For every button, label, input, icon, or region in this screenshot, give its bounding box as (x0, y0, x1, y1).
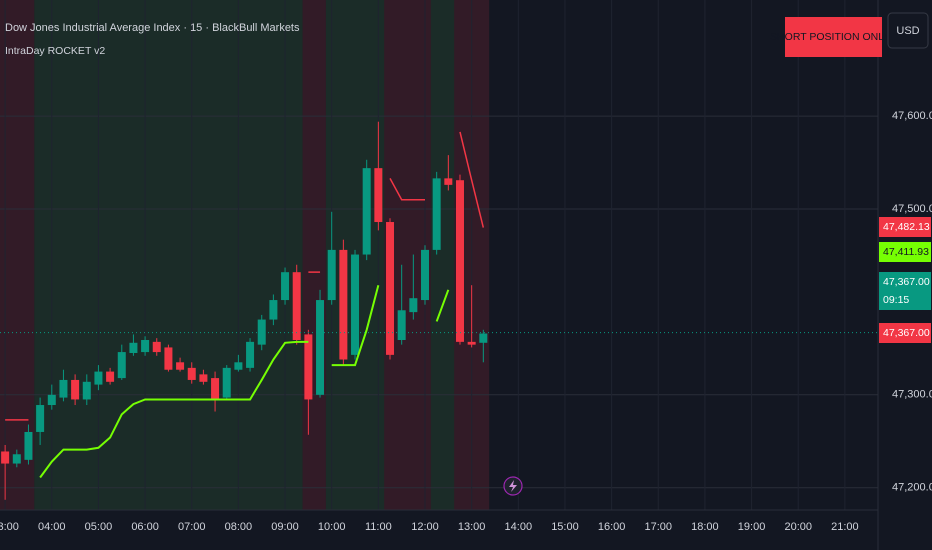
indicator-line (39, 284, 450, 479)
candle-body (374, 168, 383, 223)
price-label: 47,367.00 (883, 276, 930, 288)
x-tick-label: 17:00 (645, 521, 673, 533)
candle-body (1, 451, 10, 464)
candle-body (24, 431, 33, 460)
price-label: 47,367.00 (883, 327, 930, 339)
lightning-icon (509, 480, 517, 492)
candle-body (152, 341, 161, 353)
price-label-box (879, 272, 931, 310)
candle-body (386, 222, 395, 355)
session-zone (34, 0, 303, 510)
y-tick-label: 47,300.00 (892, 389, 932, 401)
candle-body (234, 362, 243, 370)
candle-body (292, 272, 301, 340)
x-tick-label: 08:00 (225, 521, 253, 533)
plot (0, 121, 878, 500)
candle-body (432, 178, 441, 250)
x-tick-label: 20:00 (784, 521, 812, 533)
candle-body (327, 249, 336, 301)
y-tick-label: 47,600.00 (892, 110, 932, 122)
price-label-box (879, 323, 931, 343)
candle-body (316, 300, 325, 395)
badge-box (785, 17, 882, 57)
x-tick-label: 16:00 (598, 521, 626, 533)
candle-body (257, 319, 266, 345)
candle-body (467, 341, 476, 345)
candle-body (479, 333, 488, 343)
x-tick-label: 12:00 (411, 521, 439, 533)
candle-body (199, 374, 208, 382)
candle-body (222, 367, 231, 398)
price-label-box (879, 242, 931, 262)
x-tick-label: 06:00 (131, 521, 159, 533)
x-tick-label: 19:00 (738, 521, 766, 533)
candle-body (421, 249, 430, 301)
price-label-time: 09:15 (883, 294, 909, 306)
candle-body (211, 378, 220, 400)
chart-title: Dow Jones Industrial Average Index · 15 … (5, 22, 300, 34)
candle-body (12, 454, 21, 464)
x-tick-label: 04:00 (38, 521, 66, 533)
candle-body (164, 347, 173, 370)
candle-body (59, 379, 68, 398)
candle-body (129, 342, 138, 354)
candle-body (409, 298, 418, 313)
currency-button[interactable] (887, 12, 929, 49)
axes: 47,200.00 47,300.00 47,500.00 47,600.00 03:0… (0, 110, 932, 533)
indicator-line (5, 131, 485, 421)
x-tick-label: 10:00 (318, 521, 346, 533)
x-tick-label: 11:00 (365, 521, 392, 533)
candle-body (351, 254, 360, 355)
candle-body (455, 180, 464, 342)
candle-body (362, 168, 371, 255)
x-tick-label: 18:00 (691, 521, 719, 533)
candle-body (141, 340, 150, 353)
x-tick-label: 21:00 (831, 521, 859, 533)
candle-body (397, 310, 406, 340)
badge-text: SHORT POSITION ONLY ! (770, 31, 896, 43)
session-zone (302, 0, 326, 510)
candle-body (176, 362, 185, 370)
x-tick-label: 15:00 (551, 521, 579, 533)
session-zone (430, 0, 455, 510)
x-tick-label: 09:00 (271, 521, 299, 533)
candle-body (281, 272, 290, 301)
indicator-name: IntraDay ROCKET v2 (5, 45, 105, 57)
candle-body (71, 379, 80, 400)
candle-body (47, 394, 56, 406)
session-zones (0, 0, 490, 510)
x-tick-label: 07:00 (178, 521, 206, 533)
x-tick-label: 13:00 (458, 521, 486, 533)
price-label: 47,411.93 (883, 246, 929, 258)
price-label: 47,482.13 (883, 221, 930, 233)
candle-body (339, 249, 348, 360)
x-tick-label: 05:00 (85, 521, 113, 533)
candle-body (94, 371, 103, 385)
price-label-box (879, 217, 931, 237)
x-tick-label: 03:00 (0, 521, 19, 533)
candle-body (106, 371, 115, 382)
candle-body (246, 341, 255, 368)
candle-body (269, 300, 278, 320)
x-tick-label: 14:00 (505, 521, 533, 533)
candle-body (187, 367, 196, 380)
candle-body (82, 381, 91, 400)
y-tick-label: 47,200.00 (892, 482, 932, 494)
y-tick-label: 47,500.00 (892, 203, 932, 215)
candle-body (117, 352, 126, 379)
candle-body (304, 334, 313, 400)
candle-body (444, 178, 453, 185)
currency-text[interactable]: USD (896, 25, 919, 37)
candle-body (36, 405, 45, 432)
